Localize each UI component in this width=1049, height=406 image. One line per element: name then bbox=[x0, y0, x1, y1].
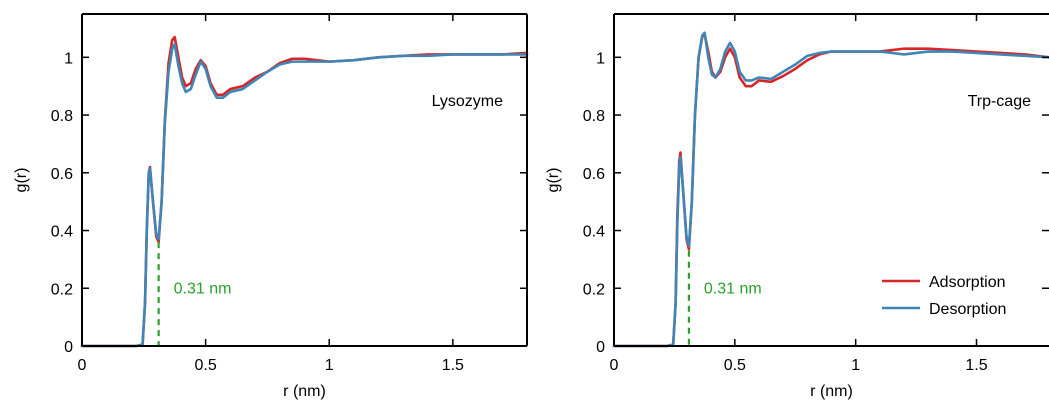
legend-label: Desorption bbox=[929, 301, 1006, 318]
x-axis-label: r (nm) bbox=[283, 383, 326, 400]
y-tick-label: 1 bbox=[596, 50, 605, 67]
y-tick-label: 0.4 bbox=[583, 224, 605, 241]
annotation-label: 0.31 nm bbox=[704, 280, 762, 297]
y-tick-label: 0 bbox=[596, 339, 605, 356]
y-tick-label: 0.8 bbox=[51, 108, 73, 125]
series-line-blue bbox=[80, 43, 529, 348]
chart-panel-1: 0.31 nm 0 0.5 1 1.5 0 0.2 0.4 0.6 0.8 1 r (nm) g(r) L… bbox=[13, 13, 529, 400]
x-tick-label: 1 bbox=[325, 357, 334, 374]
x-tick-label: 1.5 bbox=[965, 357, 987, 374]
legend-label: Adsorption bbox=[929, 274, 1006, 291]
x-tick-label: 0.5 bbox=[194, 357, 216, 374]
y-tick-label: 0.2 bbox=[51, 281, 73, 298]
y-tick-label: 0.2 bbox=[583, 281, 605, 298]
series-line-desorption bbox=[612, 31, 1049, 348]
y-tick-label: 0.6 bbox=[583, 166, 605, 183]
x-tick-label: 0 bbox=[610, 357, 619, 374]
legend: Adsorption Desorption bbox=[882, 274, 1006, 318]
x-tick-label: 0 bbox=[78, 357, 87, 374]
chart-panel-2: 0.31 nm 0 0.5 1 1.5 0 0.2 0.4 0.6 0.8 1 r (nm) g(r) T… bbox=[545, 13, 1049, 400]
x-axis-label: r (nm) bbox=[810, 383, 853, 400]
panel-label: Trp-cage bbox=[968, 93, 1032, 110]
y-tick-label: 0.4 bbox=[51, 224, 73, 241]
y-tick-label: 0.8 bbox=[583, 108, 605, 125]
annotation-label: 0.31 nm bbox=[174, 280, 232, 297]
y-tick-label: 0 bbox=[64, 339, 73, 356]
x-tick-label: 1.5 bbox=[442, 357, 464, 374]
y-axis-label: g(r) bbox=[545, 168, 562, 193]
x-tick-label: 1 bbox=[851, 357, 860, 374]
y-tick-label: 0.6 bbox=[51, 166, 73, 183]
y-tick-label: 1 bbox=[64, 50, 73, 67]
y-axis-label: g(r) bbox=[13, 168, 30, 193]
x-tick-label: 0.5 bbox=[724, 357, 746, 374]
panel-label: Lysozyme bbox=[432, 93, 504, 110]
